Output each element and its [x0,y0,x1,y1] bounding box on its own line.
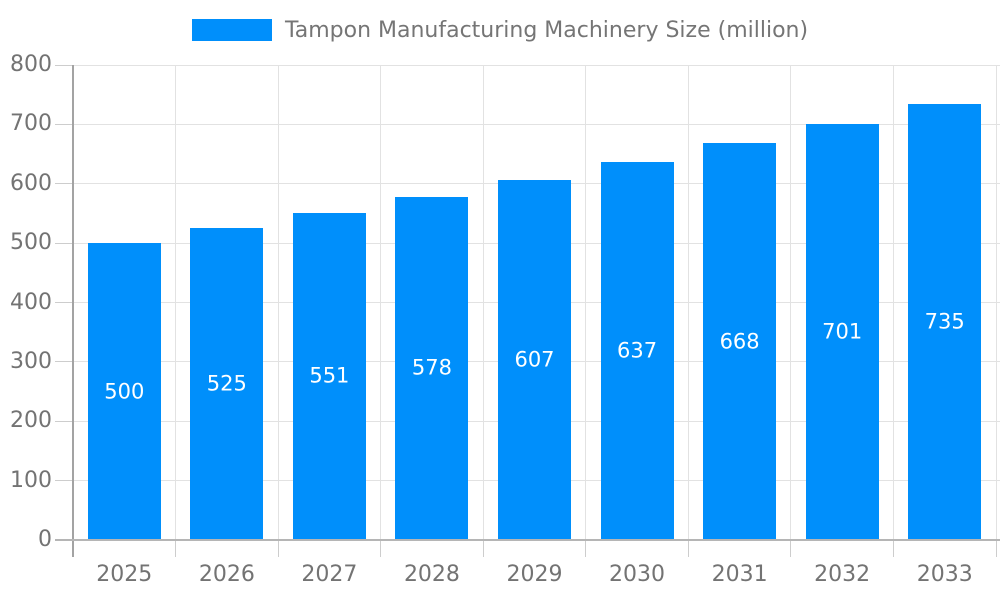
h-gridline [73,123,1000,125]
x-tick-label: 2032 [814,562,871,587]
y-tick-label: 500 [10,230,52,256]
bar-value-label: 500 [104,379,145,404]
bar [805,123,879,540]
y-tick [55,242,73,244]
x-tick-label: 2027 [301,562,358,587]
legend-marker [191,19,272,41]
v-gridline [482,65,484,540]
legend[interactable]: Tampon Manufacturing Machinery Size (mil… [0,16,1000,44]
bar-value-label: 735 [924,309,965,334]
x-tick-label: 2026 [198,562,255,587]
bar-value-label: 637 [617,338,658,363]
bar [395,196,469,540]
y-tick-label: 800 [10,52,52,77]
x-tick [687,540,689,557]
x-tick [790,540,792,557]
v-gridline [687,65,689,540]
x-tick [892,540,894,557]
x-axis-line [55,539,1000,541]
bar [87,243,161,540]
y-tick-label: 700 [10,111,52,137]
bar-value-label: 578 [411,355,452,380]
y-tick-label: 400 [10,289,52,315]
x-tick [175,540,177,557]
bar-value-label: 525 [206,371,247,396]
x-tick [995,540,997,557]
y-tick-label: 0 [38,527,52,552]
y-tick-label: 200 [10,408,52,434]
y-tick [55,123,73,125]
x-tick [277,540,279,557]
bar-value-label: 551 [309,363,350,388]
y-tick [55,64,73,66]
bar [190,228,264,540]
y-tick-label: 300 [10,348,52,374]
y-tick [55,361,73,363]
bar-value-label: 701 [822,319,863,344]
bar-value-label: 668 [719,329,760,354]
x-tick-label: 2033 [916,562,973,587]
bar [600,161,674,540]
bar [703,143,777,540]
v-gridline [892,65,894,540]
v-gridline [175,65,177,540]
y-tick [55,480,73,482]
x-tick-label: 2029 [506,562,563,587]
x-tick-label: 2028 [403,562,460,587]
y-tick [55,420,73,422]
y-tick [55,302,73,303]
bar [292,212,366,540]
y-tick-label: 600 [10,170,52,196]
h-gridline [73,64,1000,66]
v-gridline [995,65,997,540]
x-tick [482,540,484,557]
v-gridline [277,65,279,540]
bar-value-label: 607 [514,347,555,372]
y-axis-line [72,65,74,557]
y-tick-label: 100 [10,467,52,493]
x-tick [585,540,587,557]
v-gridline [380,65,382,540]
y-tick [55,183,73,185]
bar [498,179,571,540]
legend-label: Tampon Manufacturing Machinery Size (mil… [284,17,809,43]
x-tick [380,540,382,557]
x-tick-label: 2025 [96,562,153,587]
x-tick-label: 2031 [711,562,768,587]
v-gridline [585,65,587,540]
x-tick-label: 2030 [609,562,666,587]
bar [908,103,982,540]
v-gridline [790,65,792,540]
